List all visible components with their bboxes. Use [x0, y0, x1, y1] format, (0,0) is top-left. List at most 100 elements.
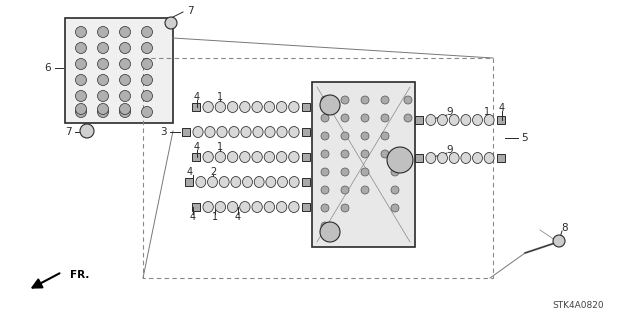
Ellipse shape: [289, 176, 299, 188]
Circle shape: [391, 204, 399, 212]
Ellipse shape: [227, 152, 238, 162]
Bar: [312, 82, 415, 247]
Ellipse shape: [276, 152, 287, 162]
Circle shape: [321, 150, 329, 158]
Circle shape: [97, 75, 109, 85]
Circle shape: [97, 107, 109, 117]
Ellipse shape: [277, 127, 287, 137]
Circle shape: [361, 186, 369, 194]
Text: 9: 9: [447, 145, 453, 155]
Text: 4: 4: [187, 167, 193, 177]
Ellipse shape: [207, 176, 218, 188]
Ellipse shape: [264, 152, 275, 162]
Ellipse shape: [217, 127, 227, 137]
Ellipse shape: [461, 152, 471, 164]
Ellipse shape: [484, 152, 494, 164]
Text: 4: 4: [235, 212, 241, 222]
Circle shape: [321, 186, 329, 194]
Text: 3: 3: [160, 127, 166, 137]
Circle shape: [321, 96, 329, 104]
Ellipse shape: [203, 152, 213, 162]
Circle shape: [341, 96, 349, 104]
Ellipse shape: [449, 115, 459, 125]
Ellipse shape: [289, 101, 299, 113]
Circle shape: [381, 150, 389, 158]
Circle shape: [321, 132, 329, 140]
Circle shape: [120, 107, 131, 117]
Circle shape: [320, 95, 340, 115]
Ellipse shape: [264, 101, 275, 113]
Circle shape: [381, 132, 389, 140]
Ellipse shape: [243, 176, 252, 188]
Ellipse shape: [289, 127, 299, 137]
Ellipse shape: [461, 115, 471, 125]
Ellipse shape: [265, 127, 275, 137]
Circle shape: [341, 186, 349, 194]
Circle shape: [120, 26, 131, 38]
Text: 6: 6: [45, 63, 51, 73]
Circle shape: [341, 114, 349, 122]
Circle shape: [341, 168, 349, 176]
Circle shape: [120, 103, 131, 115]
Text: 4: 4: [194, 92, 200, 102]
Ellipse shape: [264, 202, 275, 212]
Text: 5: 5: [522, 133, 528, 143]
Ellipse shape: [227, 202, 238, 212]
Circle shape: [361, 150, 369, 158]
Ellipse shape: [278, 176, 287, 188]
Circle shape: [76, 91, 86, 101]
Bar: [497, 116, 505, 124]
Circle shape: [141, 107, 152, 117]
Circle shape: [76, 42, 86, 54]
Text: 7: 7: [65, 127, 71, 137]
Circle shape: [341, 204, 349, 212]
Ellipse shape: [229, 127, 239, 137]
Text: FR.: FR.: [70, 270, 90, 280]
Circle shape: [361, 132, 369, 140]
Ellipse shape: [276, 202, 287, 212]
Circle shape: [361, 114, 369, 122]
Circle shape: [321, 114, 329, 122]
Circle shape: [141, 58, 152, 70]
Ellipse shape: [193, 127, 203, 137]
Text: 1: 1: [217, 142, 223, 152]
Circle shape: [341, 150, 349, 158]
Ellipse shape: [227, 101, 238, 113]
Ellipse shape: [438, 152, 447, 164]
Circle shape: [391, 168, 399, 176]
Text: 1: 1: [484, 107, 490, 117]
Circle shape: [76, 58, 86, 70]
Circle shape: [120, 42, 131, 54]
Bar: [497, 154, 505, 162]
Ellipse shape: [241, 127, 251, 137]
Text: 7: 7: [187, 6, 193, 16]
Text: 8: 8: [562, 223, 568, 233]
Ellipse shape: [252, 101, 262, 113]
Circle shape: [97, 26, 109, 38]
Ellipse shape: [231, 176, 241, 188]
Text: 9: 9: [447, 107, 453, 117]
Circle shape: [361, 168, 369, 176]
Ellipse shape: [239, 152, 250, 162]
Circle shape: [165, 17, 177, 29]
Circle shape: [120, 91, 131, 101]
Ellipse shape: [215, 152, 225, 162]
Ellipse shape: [449, 152, 459, 164]
Circle shape: [120, 58, 131, 70]
Circle shape: [404, 96, 412, 104]
Ellipse shape: [484, 115, 494, 125]
Ellipse shape: [203, 101, 213, 113]
Ellipse shape: [220, 176, 229, 188]
Ellipse shape: [254, 176, 264, 188]
Ellipse shape: [426, 115, 436, 125]
Text: 2: 2: [210, 167, 216, 177]
Bar: [302, 203, 310, 211]
Ellipse shape: [252, 152, 262, 162]
Circle shape: [76, 75, 86, 85]
Bar: [302, 153, 310, 161]
Bar: [143, 58, 493, 278]
Ellipse shape: [252, 202, 262, 212]
Ellipse shape: [276, 101, 287, 113]
Circle shape: [76, 26, 86, 38]
Circle shape: [321, 222, 329, 230]
